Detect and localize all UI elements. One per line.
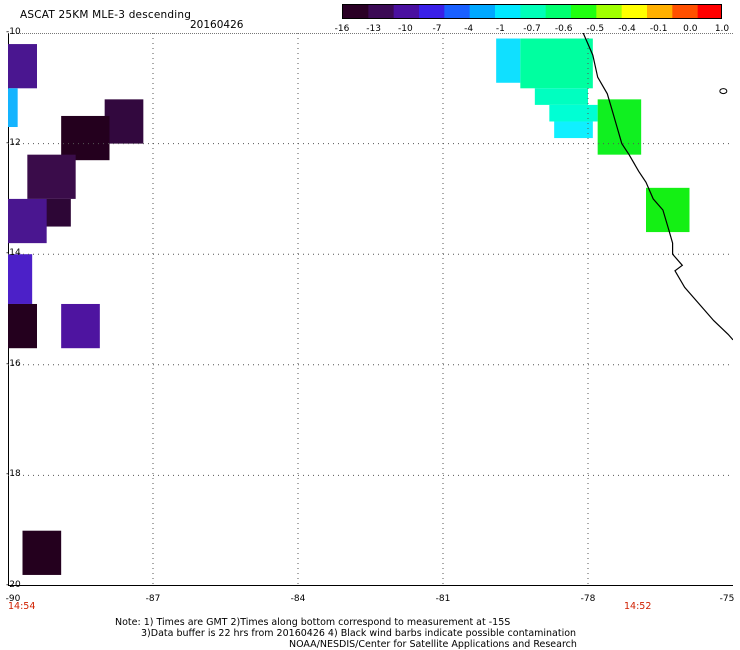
longitude-label: -84 — [290, 594, 306, 604]
colorbar-tick-label: -16 — [334, 24, 350, 34]
wind-cell — [8, 88, 18, 128]
longitude-label: -87 — [145, 594, 161, 604]
colorbar-segment — [647, 5, 673, 18]
colorbar-tick-label: -1 — [495, 24, 505, 34]
colorbar-tick-label: -10 — [397, 24, 413, 34]
footnote-credit: NOAA/NESDIS/Center for Satellite Applica… — [289, 639, 577, 650]
coastline — [582, 33, 733, 341]
wind-cell — [61, 115, 110, 161]
colorbar-tick-labels: -16 -13 -10 -7 -4 -1 -0.7 -0.6 -0.5 -0.4 -0.1 0.0 1.… — [0, 24, 740, 38]
longitude-label: -78 — [580, 594, 596, 604]
map-title: ASCAT 25KM MLE-3 descending — [20, 9, 192, 21]
colorbar-segment — [368, 5, 395, 18]
latitude-label: -10 — [6, 27, 21, 37]
colorbar-tick-label: -0.7 — [523, 24, 541, 34]
colorbar-tick-label: -7 — [432, 24, 442, 34]
wind-cell — [554, 121, 593, 139]
longitude-label: -75 — [719, 594, 735, 604]
longitude-label: -90 — [5, 594, 21, 604]
wind-cell — [8, 44, 37, 89]
time-left: 14:54 — [8, 601, 36, 612]
colorbar — [342, 4, 722, 19]
wind-cell — [27, 154, 76, 199]
colorbar-segment — [672, 5, 699, 18]
colorbar-tick-label: -4 — [464, 24, 474, 34]
colorbar-segment — [571, 5, 597, 18]
colorbar-tick-label: -0.5 — [586, 24, 605, 34]
time-right: 14:52 — [624, 601, 652, 612]
colorbar-tick-label: 0.0 — [683, 24, 698, 34]
colorbar-tick-label: -0.6 — [554, 24, 573, 34]
colorbar-segment — [469, 5, 496, 18]
wind-cell — [8, 254, 33, 304]
map-plot — [8, 33, 733, 586]
wind-cell — [8, 198, 47, 244]
wind-cell — [549, 104, 598, 122]
footnote-line-2: 3)Data buffer is 22 hrs from 20160426 4)… — [141, 628, 577, 639]
wind-cell — [496, 38, 521, 83]
island — [719, 88, 728, 95]
wind-cell — [597, 99, 642, 155]
map-date: 20160426 — [190, 19, 244, 31]
colorbar-segment — [419, 5, 445, 18]
latitude-label: -16 — [6, 358, 21, 369]
colorbar-tick-label: -0.1 — [649, 24, 668, 34]
colorbar-segment — [621, 5, 648, 18]
wind-cell — [61, 303, 100, 349]
wind-cell — [520, 38, 593, 89]
footnote-line-1: Note: 1) Times are GMT 2)Times along bot… — [115, 617, 511, 628]
colorbar-segment — [596, 5, 623, 18]
wind-cell — [8, 303, 37, 349]
colorbar-segment — [697, 5, 721, 18]
colorbar-segment — [495, 5, 521, 18]
colorbar-segment — [520, 5, 547, 18]
colorbar-segment — [393, 5, 420, 18]
colorbar-tick-label: 1.0 — [714, 24, 730, 34]
latitude-label: -12 — [6, 137, 21, 148]
latitude-label: -14 — [6, 248, 21, 259]
latitude-label: -18 — [6, 469, 21, 480]
wind-cell — [22, 530, 62, 575]
wind-cell — [534, 88, 588, 105]
wind-cell — [104, 99, 144, 144]
colorbar-segment — [343, 5, 369, 18]
colorbar-segment — [545, 5, 572, 18]
colorbar-segment — [444, 5, 471, 18]
colorbar-tick-label: -13 — [366, 24, 382, 34]
longitude-label: -81 — [435, 594, 451, 604]
colorbar-tick-label: -0.4 — [618, 24, 636, 34]
latitude-label: -20 — [6, 580, 21, 590]
